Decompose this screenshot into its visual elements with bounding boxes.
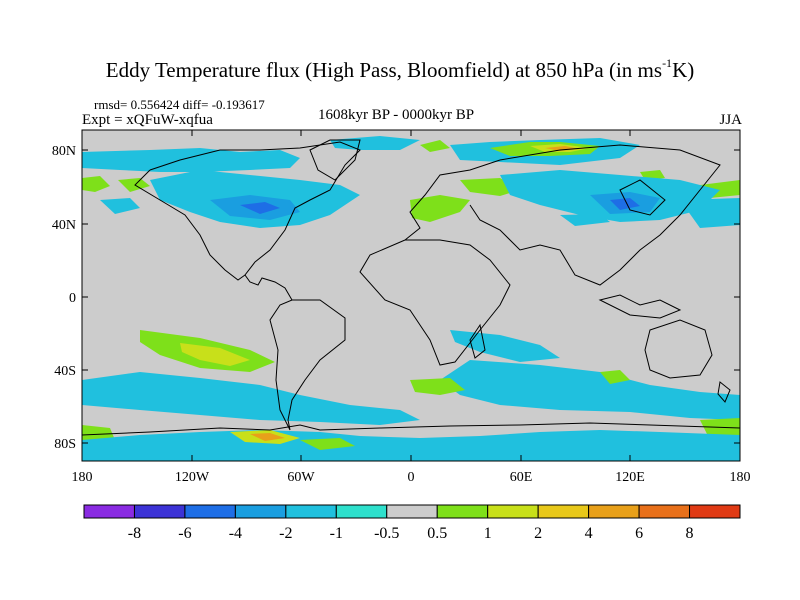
lon-label: 120E xyxy=(615,470,645,485)
period-label: 1608kyr BP - 0000kyr BP xyxy=(318,107,475,123)
field-region xyxy=(560,214,610,226)
chart-title: Eddy Temperature flux (High Pass, Bloomf… xyxy=(0,56,800,83)
lon-label: 60W xyxy=(287,470,315,485)
colorbar-swatch xyxy=(588,504,640,519)
colorbar-swatch xyxy=(487,504,539,519)
anomaly-field xyxy=(82,136,740,461)
lat-labels: 80N 40N 0 40S 80S xyxy=(52,144,76,452)
coast-madagascar xyxy=(469,323,486,359)
field-region xyxy=(250,433,285,441)
colorbar-label: 0.5 xyxy=(427,525,447,542)
colorbar-label: -1 xyxy=(330,525,343,542)
field-region xyxy=(410,378,465,395)
coast-japan-region xyxy=(619,179,666,216)
axis-ticks xyxy=(81,130,741,461)
field-region xyxy=(82,148,300,172)
lon-label: 0 xyxy=(408,470,415,485)
lon-label: 180 xyxy=(730,470,751,485)
colorbar-swatch xyxy=(689,504,741,519)
lat-label: 0 xyxy=(69,291,76,306)
stats-label: rmsd= 0.556424 diff= -0.193617 xyxy=(94,97,265,112)
lon-label: 60E xyxy=(510,470,533,485)
coast-indonesia xyxy=(598,294,682,319)
title-tail: K) xyxy=(672,58,695,82)
colorbar-swatch xyxy=(133,504,186,519)
coast-europe xyxy=(404,159,501,241)
coast-north-america-west xyxy=(134,169,246,281)
lat-label: 40N xyxy=(52,218,76,233)
field-region xyxy=(440,360,740,420)
colorbar-label: 2 xyxy=(534,525,542,542)
lat-label: 80N xyxy=(52,144,76,159)
colorbar-swatch xyxy=(285,504,337,519)
title-text: Eddy Temperature flux (High Pass, Bloomf… xyxy=(105,58,663,82)
field-region xyxy=(100,198,140,214)
coast-australia xyxy=(644,319,713,379)
season-label: JJA xyxy=(719,112,742,128)
field-region xyxy=(545,146,580,151)
colorbar-swatch xyxy=(386,504,438,519)
colorbar-swatch xyxy=(184,504,236,519)
lon-label: 180 xyxy=(72,470,93,485)
colorbar-label: 8 xyxy=(686,525,694,542)
title-superscript: -1 xyxy=(662,56,673,70)
colorbar-label: 1 xyxy=(484,525,492,542)
colorbar-swatch xyxy=(436,504,489,519)
colorbar-swatch xyxy=(638,504,691,519)
coast-antarctica xyxy=(82,422,740,436)
coast-asia xyxy=(469,144,721,286)
field-region xyxy=(410,195,470,222)
field-region xyxy=(680,198,740,228)
field-region xyxy=(82,372,420,425)
colorbar xyxy=(83,504,741,519)
coast-greenland xyxy=(309,139,361,181)
field-region xyxy=(300,438,355,450)
field-region xyxy=(82,176,110,192)
field-region xyxy=(180,343,250,366)
field-region xyxy=(420,140,450,152)
colorbar-labels: -8 -6 -4 -2 -1 -0.5 0.5 1 2 4 6 8 xyxy=(128,525,694,542)
colorbar-swatch xyxy=(537,504,590,519)
colorbar-label: -4 xyxy=(229,525,242,542)
colorbar-label: 6 xyxy=(635,525,643,542)
experiment-label: Expt = xQFuW-xqfua xyxy=(82,112,213,128)
field-region xyxy=(240,202,280,214)
field-region xyxy=(118,178,150,192)
lon-label: 120W xyxy=(175,470,210,485)
colorbar-label: -2 xyxy=(279,525,292,542)
lon-labels: 180 120W 60W 0 60E 120E 180 xyxy=(72,470,751,485)
field-region xyxy=(610,198,640,210)
field-region xyxy=(600,370,630,384)
colorbar-swatch xyxy=(83,504,135,519)
colorbar-label: 4 xyxy=(585,525,593,542)
colorbar-swatch xyxy=(335,504,388,519)
coast-africa xyxy=(359,239,511,366)
colorbar-label: -6 xyxy=(178,525,191,542)
coast-south-america xyxy=(269,299,346,431)
coast-new-zealand xyxy=(717,381,731,403)
colorbar-swatch xyxy=(234,504,287,519)
colorbar-label: -8 xyxy=(128,525,141,542)
coast-north-america xyxy=(149,141,361,301)
field-region xyxy=(450,330,560,362)
lat-label: 80S xyxy=(54,437,76,452)
colorbar-label: -0.5 xyxy=(374,525,399,542)
lat-label: 40S xyxy=(54,364,76,379)
coastlines xyxy=(82,139,740,436)
